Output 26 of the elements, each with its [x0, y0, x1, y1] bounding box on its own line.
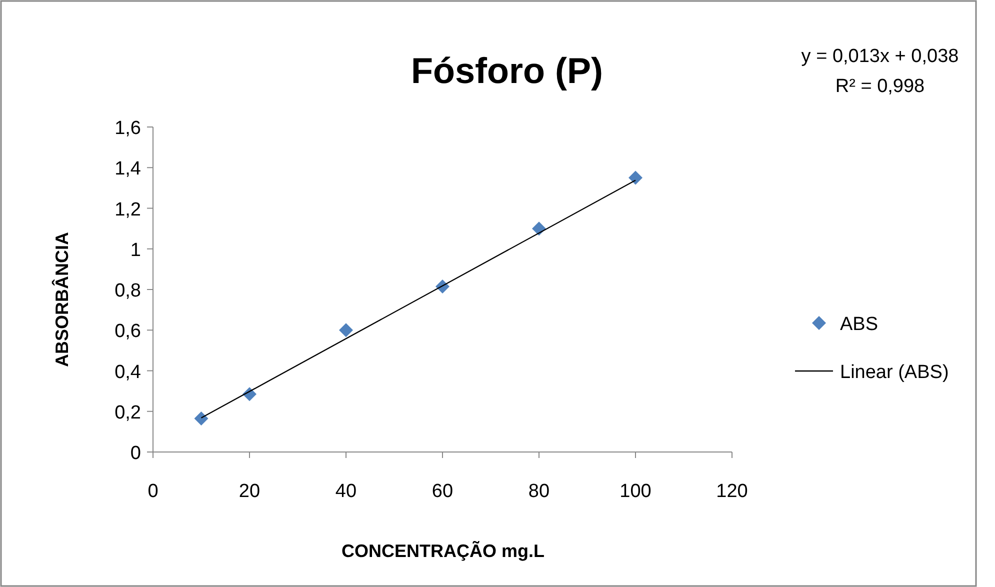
y-tick-label: 0,6 — [114, 321, 141, 342]
x-tick-label: 60 — [432, 481, 454, 502]
x-tick-label: 80 — [528, 481, 550, 502]
x-tick-label: 40 — [335, 481, 357, 502]
x-tick-label: 100 — [620, 481, 652, 502]
legend-label: ABS — [840, 314, 878, 335]
y-tick-label: 1,4 — [114, 158, 142, 180]
text: y = 0,013x + 0,038 — [801, 46, 959, 67]
x-tick-label: 0 — [148, 481, 158, 502]
y-tick-label: 1 — [130, 240, 141, 261]
y-axis-title: ABSORBÂNCIA — [51, 232, 72, 367]
legend-label: Linear (ABS) — [840, 362, 949, 383]
x-tick-label: 20 — [238, 481, 260, 502]
y-tick-label: 0 — [130, 443, 141, 464]
point — [194, 411, 208, 426]
text: R² = 0,998 — [835, 76, 925, 97]
point — [339, 323, 353, 338]
y-tick-label: 1,2 — [114, 199, 141, 220]
x-axis-title: CONCENTRAÇÃO mg.L — [342, 540, 544, 561]
point — [628, 170, 642, 185]
y-tick-label: 0,4 — [114, 362, 142, 383]
x-tick-label: 120 — [716, 481, 748, 502]
chart-title: Fósforo (P) — [411, 50, 603, 91]
y-tick-label: 0,2 — [114, 402, 141, 424]
y-tick-label: 1,6 — [114, 118, 141, 139]
y-tick-label: 0,8 — [114, 280, 141, 302]
